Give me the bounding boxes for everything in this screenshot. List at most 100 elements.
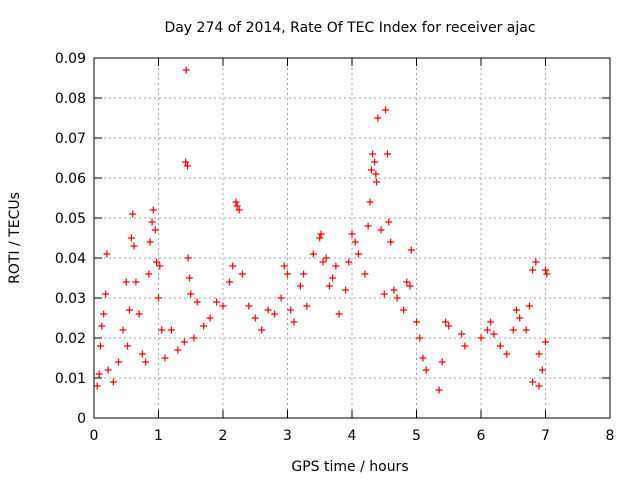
data-point [119, 326, 127, 334]
data-point [309, 250, 317, 258]
data-point [138, 350, 146, 358]
data-point [277, 294, 285, 302]
data-point [100, 310, 108, 318]
data-point [538, 366, 546, 374]
data-point [155, 294, 162, 302]
data-point [509, 326, 517, 334]
data-point [369, 150, 377, 158]
x-tick-label: 0 [90, 428, 99, 444]
x-tick-label: 3 [283, 428, 292, 444]
data-point [130, 242, 138, 250]
data-point [98, 322, 106, 330]
data-point [385, 218, 393, 226]
y-tick-label: 0.02 [55, 331, 86, 347]
data-point [419, 354, 427, 362]
data-point [135, 310, 143, 318]
axes: 0 0.01 0.02 0.03 0.04 0.05 0.06 0.07 0.08 0.09 0 1 2… [55, 51, 615, 444]
x-tick-label: 8 [606, 428, 615, 444]
data-point [193, 298, 201, 306]
data-point [93, 382, 101, 390]
data-point [129, 210, 137, 218]
data-point [322, 254, 330, 262]
data-point [153, 258, 161, 266]
data-point [300, 270, 308, 278]
data-point [390, 286, 398, 294]
data-point [416, 334, 424, 342]
x-tick-label: 6 [477, 428, 486, 444]
data-points [93, 66, 551, 394]
data-point [445, 322, 453, 330]
data-point [184, 254, 192, 262]
data-point [329, 274, 337, 282]
data-point [142, 358, 150, 366]
y-tick-label: 0.06 [55, 171, 86, 187]
data-point [174, 346, 182, 354]
data-point [487, 318, 495, 326]
data-point [543, 270, 551, 278]
data-point [296, 282, 304, 290]
data-point [403, 278, 411, 286]
data-point [351, 238, 359, 246]
y-tick-label: 0 [77, 411, 86, 427]
data-point [185, 274, 193, 282]
data-point [383, 150, 391, 158]
data-point [127, 234, 135, 242]
chart-title: Day 274 of 2014, Rate Of TEC Index for r… [164, 20, 535, 36]
data-point [371, 158, 379, 166]
data-point [271, 310, 279, 318]
x-tick-label: 1 [154, 428, 163, 444]
y-tick-label: 0.05 [55, 211, 86, 227]
x-axis-label: GPS time / hours [291, 459, 408, 475]
data-point [535, 382, 543, 390]
data-point [238, 270, 246, 278]
data-point [287, 306, 295, 314]
data-point [503, 350, 511, 358]
data-point [124, 342, 132, 350]
data-point [264, 306, 272, 314]
data-point [393, 294, 401, 302]
data-point [251, 314, 259, 322]
data-point [290, 318, 298, 326]
y-tick-label: 0.01 [55, 371, 86, 387]
y-tick-label: 0.09 [55, 51, 86, 67]
data-point [232, 198, 240, 206]
data-point [303, 302, 311, 310]
data-point [458, 330, 466, 338]
data-point [104, 366, 112, 374]
data-point [525, 302, 533, 310]
data-point [529, 266, 537, 274]
data-point [258, 326, 266, 334]
data-point [532, 258, 540, 266]
x-tick-label: 5 [412, 428, 421, 444]
data-point [182, 66, 190, 74]
data-point [374, 114, 382, 122]
x-tick-label: 2 [219, 428, 228, 444]
data-point [184, 162, 192, 170]
data-point [522, 326, 530, 334]
data-point [180, 338, 188, 346]
data-point [367, 166, 375, 174]
data-point [345, 258, 353, 266]
data-point [461, 342, 469, 350]
data-point [206, 314, 214, 322]
data-point [364, 222, 372, 230]
data-point [235, 206, 243, 214]
data-point [225, 278, 233, 286]
data-point [213, 298, 221, 306]
x-tick-label: 4 [348, 428, 357, 444]
data-point [182, 158, 190, 166]
data-point [372, 170, 380, 178]
y-tick-label: 0.07 [55, 131, 86, 147]
data-point [335, 310, 343, 318]
data-point [496, 342, 504, 350]
data-point [512, 306, 520, 314]
data-point [400, 306, 408, 314]
data-point [158, 326, 166, 334]
data-point [219, 302, 227, 310]
data-point [422, 366, 430, 374]
data-point [102, 290, 110, 298]
data-point [103, 250, 111, 258]
data-point [190, 334, 198, 342]
data-point [167, 326, 175, 334]
y-tick-label: 0.03 [55, 291, 86, 307]
